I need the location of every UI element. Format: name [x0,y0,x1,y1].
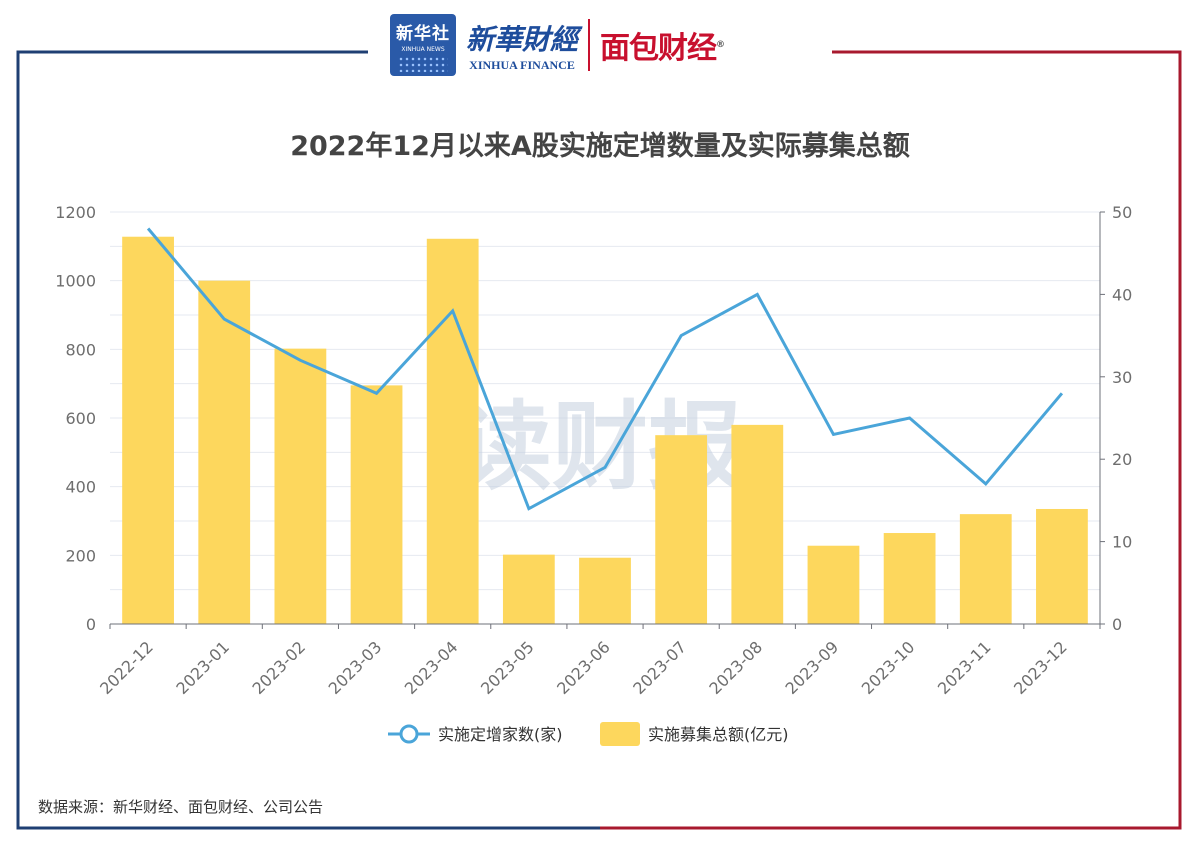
x-tick-label: 2022-12 [96,637,157,698]
mianbao-finance-logo: 面包财经® [600,23,725,67]
x-tick-label: 2023-04 [401,637,462,698]
x-tick-label: 2023-12 [1010,637,1071,698]
bar [655,435,708,624]
x-tick-label: 2023-06 [553,637,614,698]
xinhua-finance-logo: 新華財經 XINHUA FINANCE [466,18,578,73]
xinhua-logo-sub: XINHUA NEWS [401,45,445,53]
frame-left [16,50,600,830]
series-line [146,227,1064,511]
left-tick-label: 600 [65,409,96,428]
bar [502,554,555,624]
legend-label-line: 实施定增家数(家) [438,725,563,744]
bar [198,280,251,624]
globe-icon [398,55,448,72]
mianbao-logo-text: 面包财经 [600,31,717,66]
xinhua-logo-text: 新华社 [396,23,450,44]
bar [579,557,631,624]
right-tick-label: 40 [1112,285,1132,304]
right-tick-label: 50 [1112,203,1132,222]
xinhua-finance-en: XINHUA FINANCE [469,57,575,72]
bar [426,238,479,624]
legend: 实施定增家数(家) 实施募集总额(亿元) [388,722,789,746]
x-tick-label: 2023-02 [249,637,310,698]
right-tick-label: 30 [1112,368,1132,387]
left-tick-label: 0 [86,615,96,634]
registered-mark: ® [716,40,725,50]
bar [959,514,1012,624]
right-tick-label: 0 [1112,615,1122,634]
bar [122,236,174,624]
line-series [146,227,1064,511]
x-tick-label: 2023-03 [325,637,386,698]
logo-divider [588,19,591,71]
x-tick-label: 2023-11 [934,637,995,698]
bar [807,545,860,624]
xinhua-news-logo: 新华社 XINHUA NEWS [390,14,456,76]
bar [883,533,936,624]
left-tick-label: 400 [65,478,96,497]
x-tick-label: 2023-07 [629,637,690,698]
right-tick-label: 10 [1112,533,1132,552]
header-logos: 新华社 XINHUA NEWS 新華財經 XINHUA FINANCE 面包财经… [380,10,820,80]
legend-line-marker [399,724,419,744]
frame-right [600,50,1182,830]
bar [1036,508,1088,624]
x-tick-label: 2023-10 [858,637,919,698]
right-tick-label: 20 [1112,450,1132,469]
legend-bar-swatch [600,722,640,746]
x-tick-label: 2023-08 [705,637,766,698]
x-tick-label: 2023-01 [172,637,233,698]
bar [350,385,403,624]
bar [274,348,327,624]
x-tick-label: 2023-09 [782,637,843,698]
left-tick-label: 1200 [55,203,96,222]
left-tick-label: 800 [65,340,96,359]
xinhua-finance-cn: 新華財經 [466,22,579,56]
bar-series [122,236,1088,624]
legend-label-bar: 实施募集总额(亿元) [648,725,789,744]
left-tick-label: 1000 [55,272,96,291]
left-tick-label: 200 [65,546,96,565]
chart-title: 2022年12月以来A股实施定增数量及实际募集总额 [290,131,910,162]
bar [731,424,784,624]
source-note: 数据来源：新华财经、面包财经、公司公告 [38,798,324,816]
x-tick-label: 2023-05 [477,637,538,698]
